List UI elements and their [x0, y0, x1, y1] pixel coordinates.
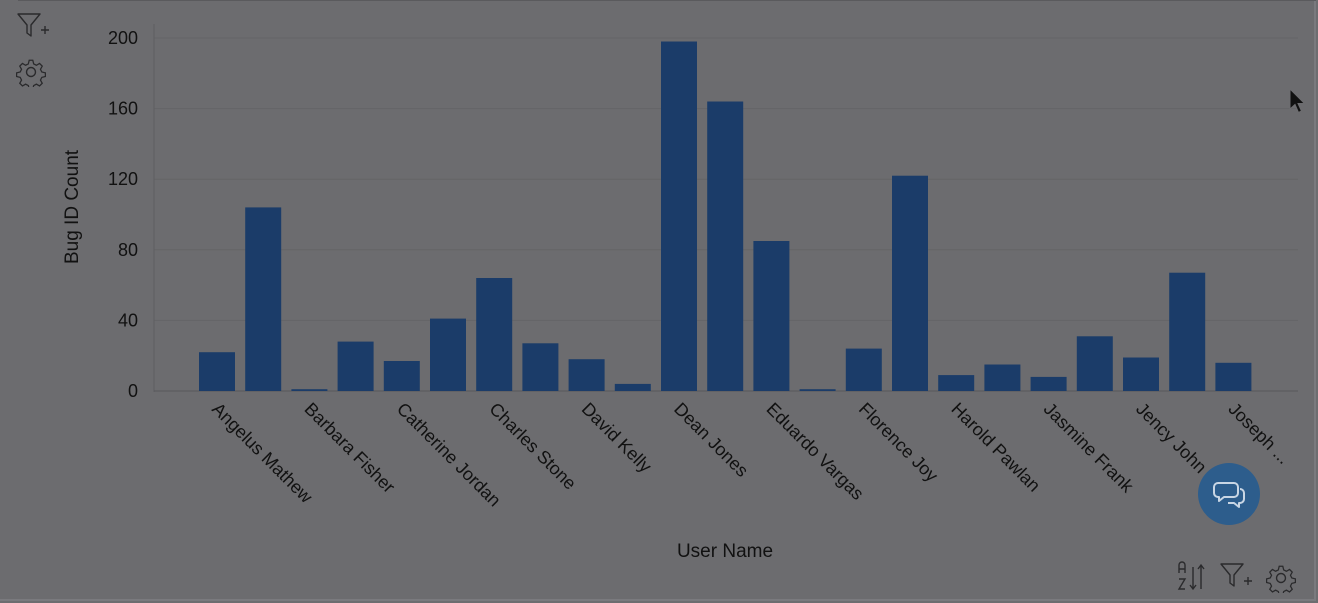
x-tick-label: Jency John	[1132, 399, 1211, 478]
y-tick-label: 80	[118, 240, 138, 260]
y-tick-label: 0	[128, 381, 138, 401]
bar[interactable]	[984, 364, 1021, 392]
y-tick-labels: 0 40 80 120 160 200	[108, 28, 138, 401]
bar[interactable]	[799, 389, 836, 391]
bar[interactable]	[892, 175, 928, 391]
bar[interactable]	[753, 241, 790, 391]
filter-plus-icon[interactable]	[16, 12, 52, 42]
x-tick-label: Dean Jones	[670, 399, 752, 481]
bar[interactable]	[199, 352, 235, 391]
bar[interactable]	[938, 375, 975, 391]
x-tick-label: Catherine Jordan	[393, 399, 505, 511]
x-tick-label: David Kelly	[578, 399, 656, 477]
y-tick-label: 40	[118, 310, 138, 330]
bar[interactable]	[1169, 272, 1206, 391]
bar[interactable]	[1030, 376, 1067, 391]
bar[interactable]	[1215, 362, 1252, 391]
x-tick-label: Eduardo Vargas	[763, 399, 868, 504]
bars	[199, 41, 1252, 392]
bar[interactable]	[383, 361, 420, 391]
bar[interactable]	[1123, 357, 1159, 392]
y-tick-label: 120	[108, 169, 138, 189]
x-tick-label: Joseph ...	[1225, 399, 1294, 468]
bar[interactable]	[522, 343, 559, 391]
bar[interactable]	[707, 101, 744, 392]
x-tick-label: Barbara Fisher	[301, 399, 399, 497]
bar[interactable]	[614, 383, 651, 391]
y-axis-label: Bug ID Count	[62, 149, 83, 264]
gear-icon[interactable]	[16, 57, 46, 87]
x-tick-label: Harold Pawlan	[947, 399, 1044, 496]
bar[interactable]	[291, 389, 328, 391]
panel-top-border	[18, 0, 1316, 1]
bar[interactable]	[245, 207, 282, 391]
y-tick-label: 160	[108, 99, 138, 119]
bar[interactable]	[476, 278, 513, 391]
mouse-cursor	[1289, 88, 1306, 114]
bar[interactable]	[430, 318, 466, 391]
x-axis-label: User Name	[677, 541, 773, 562]
bar[interactable]	[568, 359, 605, 391]
bar[interactable]	[845, 348, 882, 391]
y-tick-label: 200	[108, 28, 138, 48]
x-tick-label: Florence Joy	[855, 399, 942, 486]
x-tick-label: Jasmine Frank	[1040, 399, 1138, 497]
filter-plus-icon[interactable]	[1219, 562, 1255, 592]
chat-button[interactable]	[1198, 463, 1260, 525]
x-tick-label: Angelus Mathew	[208, 399, 317, 508]
sort-az-icon[interactable]	[1176, 561, 1208, 593]
gear-icon[interactable]	[1266, 563, 1296, 593]
bar[interactable]	[337, 341, 374, 391]
bar[interactable]	[661, 41, 697, 392]
bar[interactable]	[1076, 336, 1113, 391]
chat-bubble-icon	[1213, 482, 1245, 508]
x-tick-label: Charles Stone	[485, 399, 580, 494]
